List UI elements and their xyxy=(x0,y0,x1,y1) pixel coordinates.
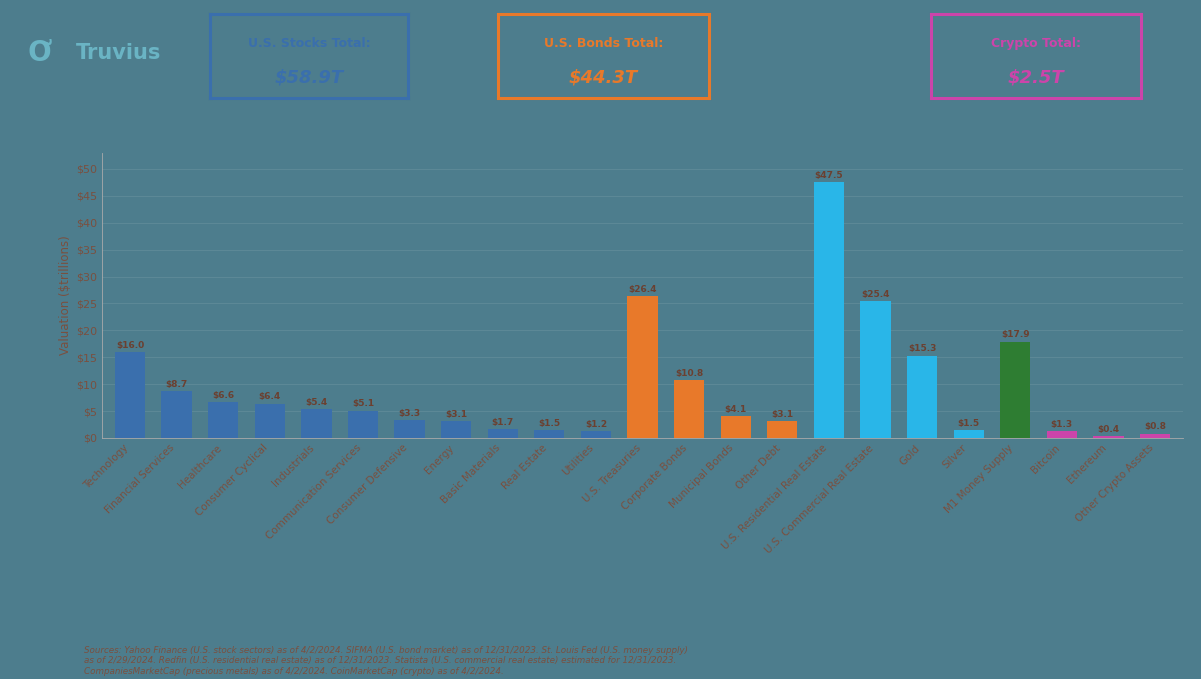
Bar xyxy=(534,430,564,438)
Text: $10.8: $10.8 xyxy=(675,369,704,378)
Bar xyxy=(441,421,471,438)
Text: $3.3: $3.3 xyxy=(399,409,420,418)
Text: $6.4: $6.4 xyxy=(258,392,281,401)
Bar xyxy=(814,183,844,438)
Text: U.S. Stocks Total:: U.S. Stocks Total: xyxy=(247,37,371,50)
Text: U.S. Bonds Total:: U.S. Bonds Total: xyxy=(544,37,663,50)
Text: $44.3T: $44.3T xyxy=(569,68,638,86)
Bar xyxy=(488,429,518,438)
Bar xyxy=(1000,342,1030,438)
Bar xyxy=(954,430,984,438)
Bar xyxy=(208,403,238,438)
Text: $5.4: $5.4 xyxy=(305,398,328,407)
Text: $6.6: $6.6 xyxy=(213,391,234,401)
Bar xyxy=(1140,434,1170,438)
Text: $17.9: $17.9 xyxy=(1000,331,1029,340)
Text: $3.1: $3.1 xyxy=(771,410,794,419)
Text: $16.0: $16.0 xyxy=(116,341,144,350)
Text: $1.5: $1.5 xyxy=(538,419,561,428)
Text: $5.1: $5.1 xyxy=(352,399,374,408)
Text: $26.4: $26.4 xyxy=(628,285,657,294)
Bar xyxy=(581,431,611,438)
Bar xyxy=(907,356,937,438)
Text: $1.2: $1.2 xyxy=(585,420,607,429)
Text: Truvius: Truvius xyxy=(76,43,161,63)
Text: $25.4: $25.4 xyxy=(861,290,890,299)
Bar xyxy=(255,403,285,438)
Y-axis label: Valuation ($trillions): Valuation ($trillions) xyxy=(59,236,72,355)
Text: $0.8: $0.8 xyxy=(1145,422,1166,431)
Text: $58.9T: $58.9T xyxy=(275,68,343,86)
Text: $1.3: $1.3 xyxy=(1051,420,1072,429)
Bar xyxy=(1093,436,1124,438)
Text: $15.3: $15.3 xyxy=(908,344,937,354)
Bar xyxy=(721,416,751,438)
Bar xyxy=(860,301,891,438)
Bar xyxy=(674,380,704,438)
Bar xyxy=(161,391,192,438)
Text: $3.1: $3.1 xyxy=(446,410,467,419)
Text: $1.7: $1.7 xyxy=(491,418,514,426)
Bar xyxy=(115,352,145,438)
Text: $8.7: $8.7 xyxy=(166,380,187,389)
Bar xyxy=(1047,431,1077,438)
Text: $2.5T: $2.5T xyxy=(1008,68,1064,86)
Text: Crypto Total:: Crypto Total: xyxy=(991,37,1081,50)
Bar xyxy=(348,411,378,438)
Text: $47.5: $47.5 xyxy=(814,171,843,180)
Text: Sources: Yahoo Finance (U.S. stock sectors) as of 4/2/2024. SIFMA (U.S. bond mar: Sources: Yahoo Finance (U.S. stock secto… xyxy=(84,646,688,676)
Bar xyxy=(627,296,658,438)
Bar xyxy=(767,421,797,438)
Bar xyxy=(394,420,425,438)
Text: $0.4: $0.4 xyxy=(1098,424,1119,434)
Bar xyxy=(301,409,331,438)
Text: $4.1: $4.1 xyxy=(724,405,747,414)
Text: $1.5: $1.5 xyxy=(957,419,980,428)
Text: Ơ: Ơ xyxy=(28,39,52,67)
